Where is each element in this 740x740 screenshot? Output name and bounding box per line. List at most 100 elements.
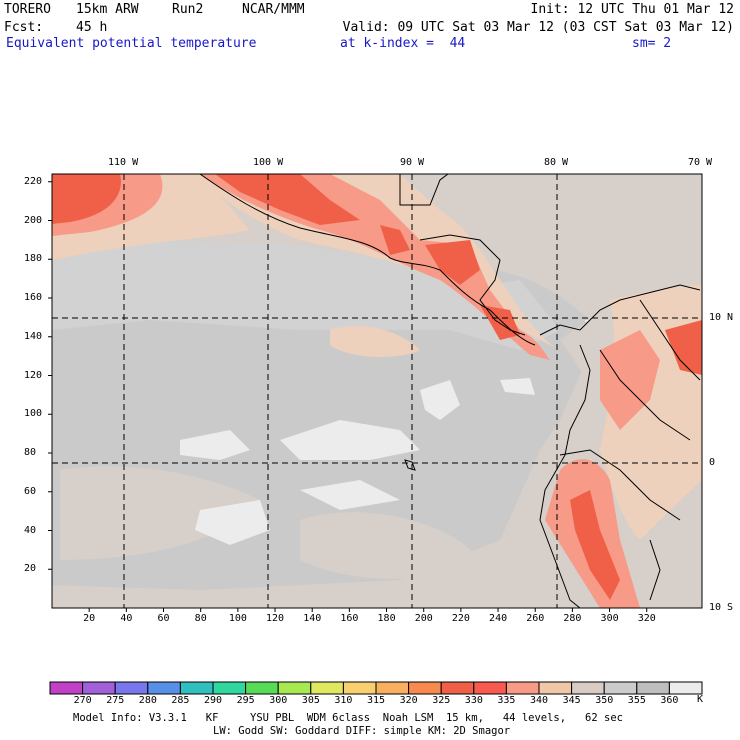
venezuela-border xyxy=(639,299,701,381)
model-name: TORERO xyxy=(4,2,51,17)
colorbar-label: 345 xyxy=(562,695,581,706)
shade-white xyxy=(280,420,420,460)
colorbar-swatch xyxy=(114,681,149,695)
y-tick-label: 180 xyxy=(24,253,43,265)
level-label: at k-index = 44 xyxy=(340,36,466,51)
colorbar-swatch xyxy=(147,681,181,695)
colorbar-label: 305 xyxy=(301,695,320,706)
colorbar-swatch xyxy=(179,681,214,695)
lat-label-10n: 10 N xyxy=(709,312,734,323)
y-tick-label: 40 xyxy=(24,524,37,536)
colorbar-label: 350 xyxy=(595,695,614,706)
x-tick-label: 240 xyxy=(489,613,508,624)
y-tick-label: 60 xyxy=(24,485,37,497)
lat-label-0: 0 xyxy=(709,457,716,468)
x-tick-label: 260 xyxy=(526,613,545,624)
field-shading xyxy=(52,174,702,608)
colorbar-swatch xyxy=(636,681,670,695)
shade-peach-small xyxy=(330,326,420,357)
forecast-label: Fcst: xyxy=(4,20,44,35)
colorbar-label: 285 xyxy=(171,695,190,706)
run-label: Run2 xyxy=(172,2,204,17)
shade-white xyxy=(180,430,250,460)
colombia-border xyxy=(599,349,691,441)
colorbar xyxy=(49,681,703,695)
plot-frame xyxy=(51,173,703,609)
physics-info: LW: Godd SW: Goddard DIFF: simple KM: 2D… xyxy=(213,725,511,737)
colorbar-swatch xyxy=(408,681,442,695)
lon-label-90w: 90 W xyxy=(400,157,425,168)
colorbar-swatch xyxy=(538,681,573,695)
peru-border-south xyxy=(649,539,661,601)
colorbar-swatch xyxy=(375,681,410,695)
shade-red-venezuela xyxy=(665,320,702,375)
shade-white xyxy=(300,480,400,510)
x-tick-label: 100 xyxy=(228,613,247,624)
colorbar-swatch xyxy=(212,681,247,695)
x-tick-label: 220 xyxy=(451,613,470,624)
colorbar-label: 340 xyxy=(530,695,549,706)
lon-label-70w: 70 W xyxy=(688,157,713,168)
shade-red-peru xyxy=(570,490,620,600)
x-tick-label: 180 xyxy=(377,613,396,624)
shade-red-mex xyxy=(215,174,360,225)
field-name: Equivalent potential temperature xyxy=(6,36,257,51)
shade-white xyxy=(195,500,270,545)
x-tick-label: 140 xyxy=(303,613,322,624)
colorbar-swatch xyxy=(310,681,344,695)
model-resolution: 15km ARW xyxy=(76,2,139,17)
x-tick-label: 120 xyxy=(266,613,285,624)
x-tick-label: 60 xyxy=(157,613,170,624)
init-time: Init: 12 UTC Thu 01 Mar 12 xyxy=(530,2,735,17)
y-tick-label: 140 xyxy=(24,330,43,342)
x-tick-label: 300 xyxy=(600,613,619,624)
y-tick-label: 200 xyxy=(24,214,43,226)
colorbar-label: 280 xyxy=(138,695,157,706)
x-tick-label: 80 xyxy=(194,613,207,624)
y-tick-label: 220 xyxy=(24,175,43,187)
colorbar-swatch xyxy=(440,681,475,695)
y-tick-label: 100 xyxy=(24,408,43,420)
ecuador-peru-border xyxy=(559,449,681,521)
colorbar-label: 310 xyxy=(334,695,353,706)
lon-label-110w: 110 W xyxy=(108,157,139,168)
x-tick-marks xyxy=(88,608,648,612)
shade-red-hond xyxy=(425,240,480,285)
x-tick-label: 320 xyxy=(637,613,656,624)
y-tick-marks xyxy=(48,181,52,570)
colorbar-swatch xyxy=(82,681,116,695)
shade-salmon-mex xyxy=(200,174,550,360)
x-tick-label: 160 xyxy=(340,613,359,624)
valid-time: Valid: 09 UTC Sat 03 Mar 12 (03 CST Sat … xyxy=(342,20,734,35)
shade-beige-sw xyxy=(60,466,260,560)
colorbar-label: 275 xyxy=(106,695,125,706)
galapagos xyxy=(404,459,416,471)
colorbar-swatch xyxy=(245,681,279,695)
yucatan-coast xyxy=(399,174,449,206)
y-tick-label: 20 xyxy=(24,563,37,575)
colorbar-label: 360 xyxy=(660,695,679,706)
colorbar-swatch xyxy=(668,681,703,695)
shade-red-guat xyxy=(380,225,410,255)
colorbar-swatch xyxy=(342,681,377,695)
x-tick-label: 280 xyxy=(563,613,582,624)
colorbar-label: 320 xyxy=(399,695,418,706)
shade-white xyxy=(500,378,535,395)
lon-label-100w: 100 W xyxy=(253,157,284,168)
colorbar-swatch xyxy=(473,681,507,695)
colombia-caribbean-coast xyxy=(539,284,701,336)
lon-label-80w: 80 W xyxy=(544,157,569,168)
colorbar-label: 270 xyxy=(73,695,92,706)
colorbar-label: 315 xyxy=(367,695,386,706)
shade-white xyxy=(420,380,460,420)
pacific-coast-central-america xyxy=(199,174,536,346)
x-tick-label: 200 xyxy=(414,613,433,624)
colorbar-swatch xyxy=(49,681,84,695)
colorbar-swatch xyxy=(277,681,312,695)
colorbar-label: 300 xyxy=(269,695,288,706)
colorbar-label: 295 xyxy=(236,695,255,706)
shade-red-nw xyxy=(52,174,121,224)
colorbar-swatch xyxy=(505,681,540,695)
x-tick-label: 20 xyxy=(83,613,96,624)
